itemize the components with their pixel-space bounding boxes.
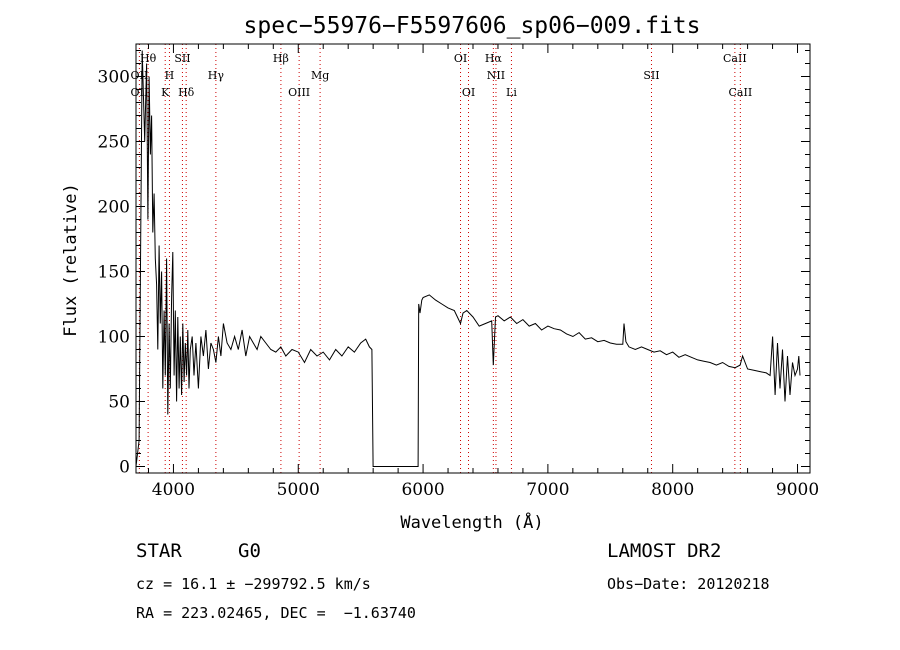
spectral-line-label: Hα [485,52,503,65]
spectral-line-label: K [161,86,170,99]
spectral-line-label: H [165,69,175,82]
axes: 4000 5000 6000 7000 8000 9000 0 50 100 150 200 250 3… [98,44,819,500]
y-tick-label: 150 [98,263,130,283]
spectral-line-label: Hδ [178,86,195,99]
spectral-line-label: NII [487,69,505,82]
y-tick-label: 50 [108,393,130,413]
spectral-line-label: OI [454,52,467,65]
spectral-line-label: Hβ [273,52,289,65]
spectral-line-label: OII [131,69,149,82]
spectral-line-label: OI [462,86,475,99]
x-tick-label: 9000 [776,480,819,500]
spectral-line-label: CaII [729,86,753,99]
spectral-line-label: Hθ [140,52,157,65]
y-tick-label: 200 [98,198,130,218]
object-subclass: G0 [238,540,261,562]
spectrum-chart: spec−55976−F5597606_sp06−009.fits Hθ OII O… [61,13,819,533]
x-tick-label: 4000 [152,480,195,500]
spectral-line-label: CaII [723,52,747,65]
redshift-line: cz = 16.1 ± −299792.5 km/s [136,575,371,593]
spectrum-series [135,50,801,467]
spectral-line-label: Li [506,86,517,99]
x-tick-label: 7000 [526,480,569,500]
y-tick-label: 100 [98,328,130,348]
survey-name: LAMOST DR2 [607,540,722,562]
x-tick-label: 5000 [277,480,320,500]
y-tick-label: 0 [119,458,130,478]
chart-title: spec−55976−F5597606_sp06−009.fits [244,13,701,39]
x-tick-label: 6000 [401,480,444,500]
obs-date: Obs−Date: 20120218 [607,575,770,593]
x-tick-label: 8000 [651,480,694,500]
spectral-line-label: OIII [288,86,310,99]
spectral-line-label: Mg [311,69,329,82]
y-axis-label: Flux (relative) [61,183,81,337]
plot-frame [135,43,811,474]
x-axis-label: Wavelength (Å) [400,511,543,533]
spectral-line-label: Hγ [208,69,225,82]
ra-dec: RA = 223.02465, DEC = −1.63740 [136,604,416,622]
spectral-line-label: SII [174,52,190,65]
spectral-line-label: SII [643,69,659,82]
object-class: STAR [136,540,182,562]
y-tick-label: 250 [98,133,130,153]
y-tick-label: 300 [98,68,130,88]
spectrum-line [135,50,801,467]
